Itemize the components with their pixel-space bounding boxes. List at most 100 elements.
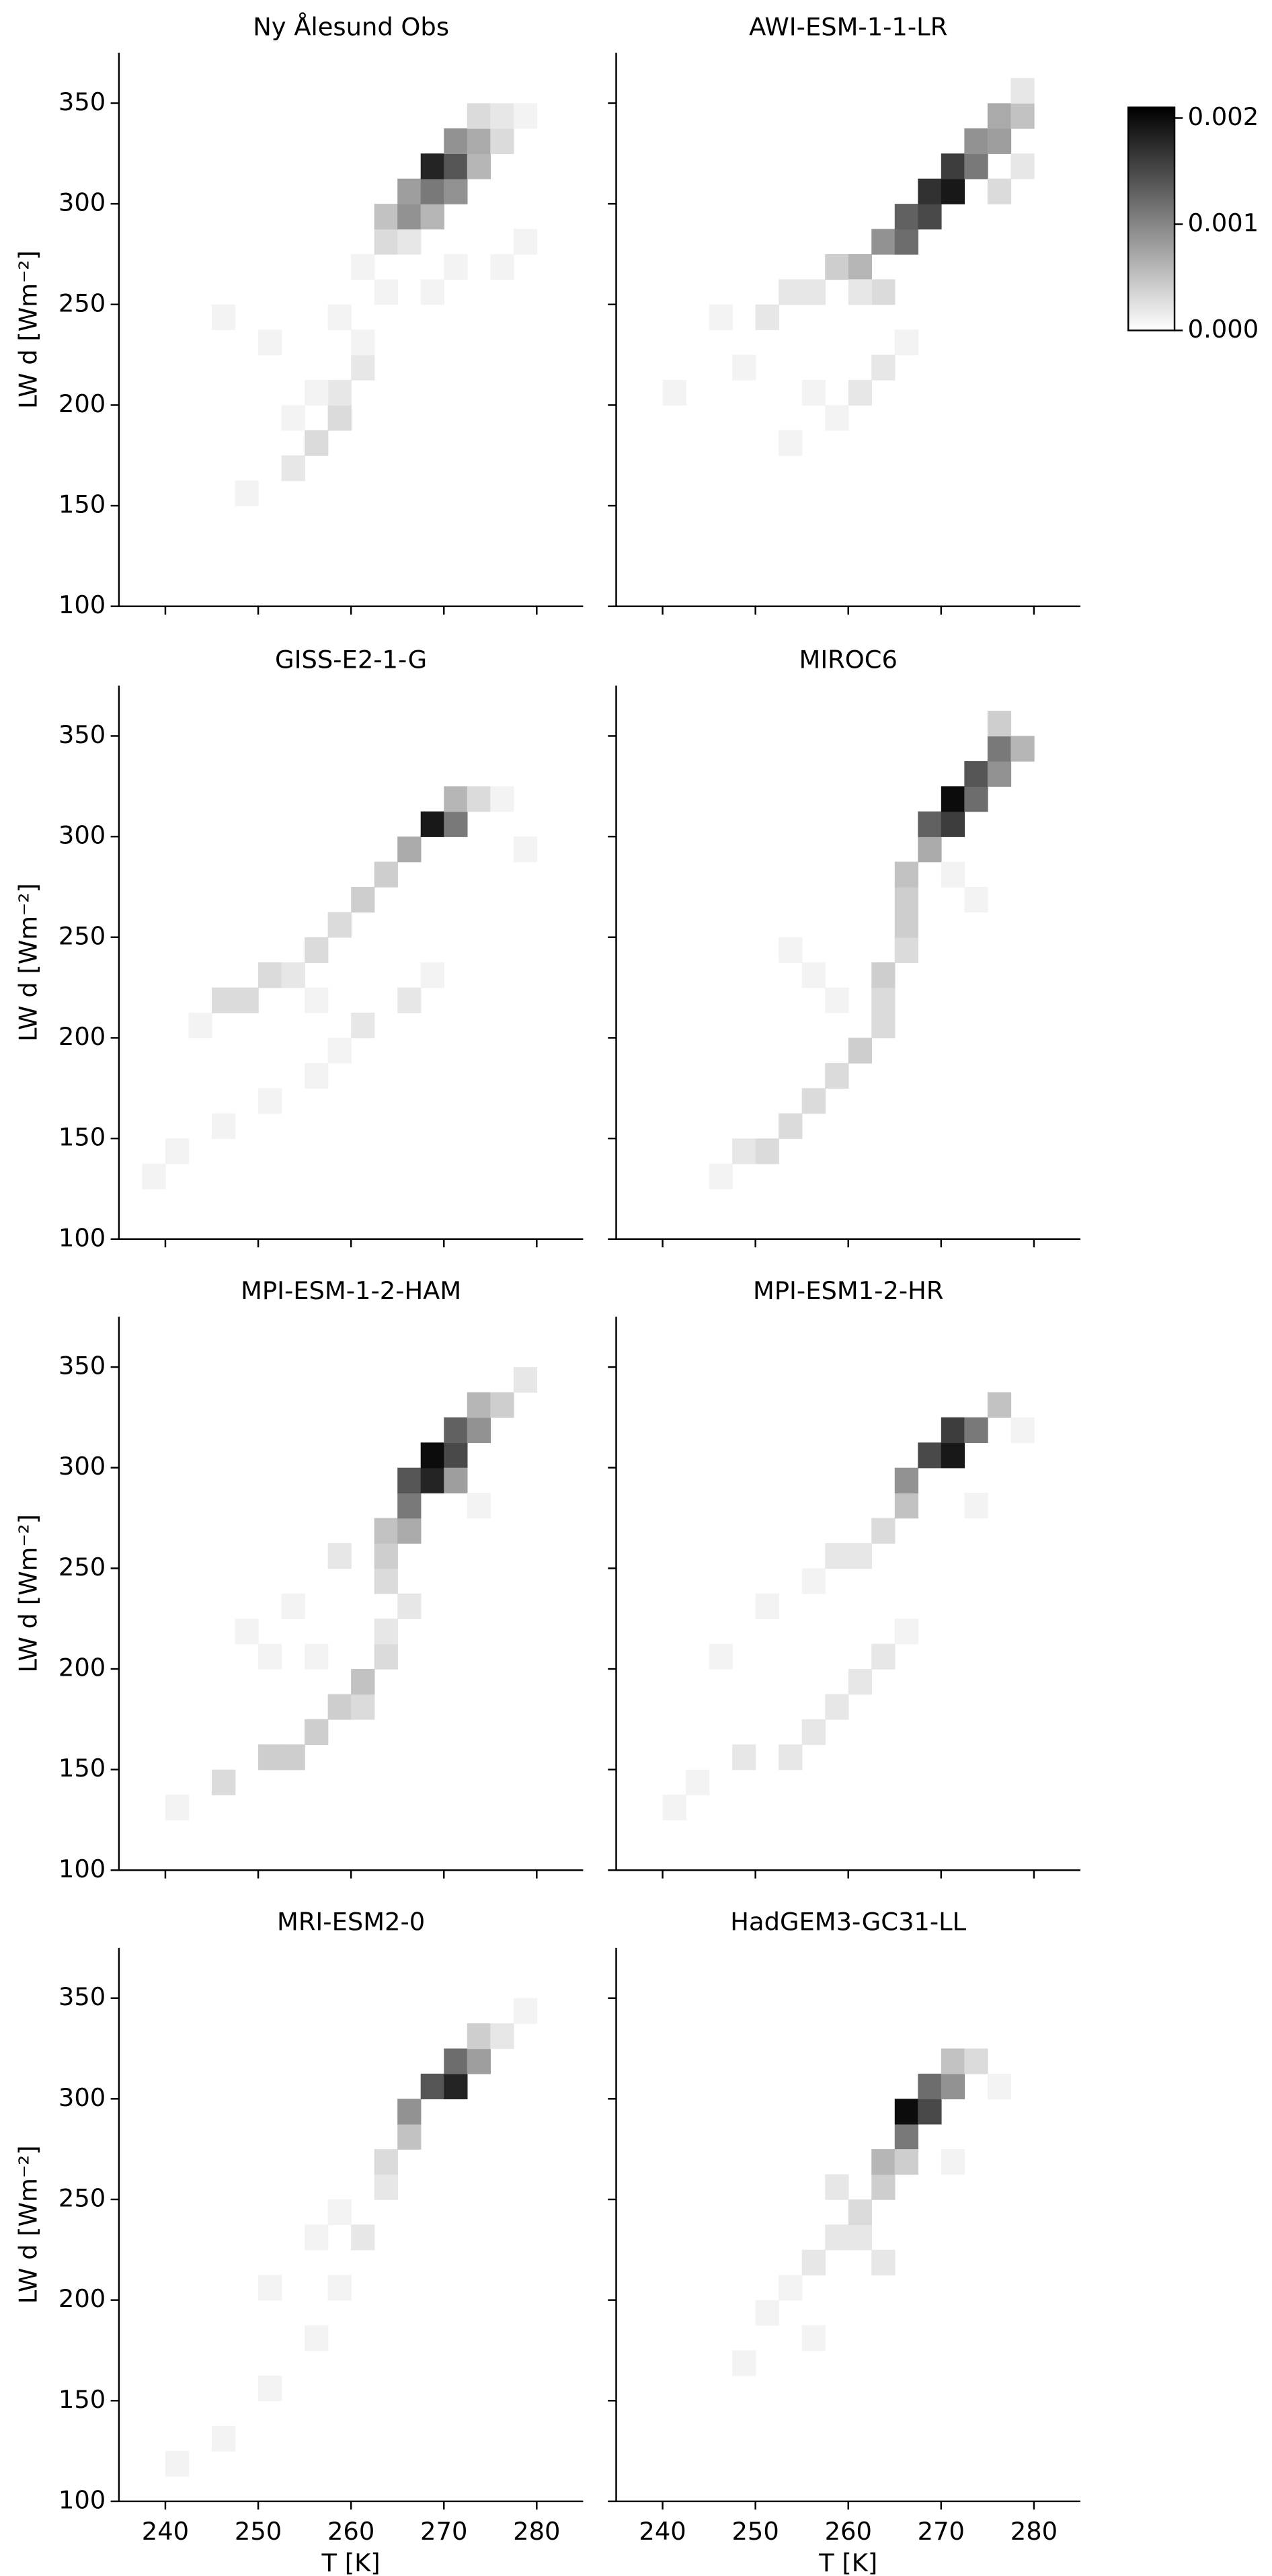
hist-cell <box>755 1138 779 1165</box>
hist-cell <box>420 1467 444 1493</box>
hist-cell <box>894 204 919 230</box>
hist-cell <box>305 380 329 406</box>
hist-cell <box>871 2174 896 2200</box>
hist-cell <box>420 204 444 230</box>
hist-cell <box>941 2073 965 2100</box>
x-tick-label: 240 <box>142 2517 189 2546</box>
hist-cell <box>444 1417 468 1444</box>
hist-cell <box>397 2099 422 2125</box>
hist-cell <box>444 2048 468 2074</box>
hist-cell <box>894 1618 919 1645</box>
hist-cell <box>444 811 468 837</box>
panel: MPI-ESM1-2-HR <box>608 1276 1080 1879</box>
hist-cell <box>305 2325 329 2351</box>
hist-cell <box>305 1062 329 1089</box>
hist-cell <box>351 886 375 913</box>
hist-cell <box>258 2375 282 2402</box>
hist-cell <box>801 2325 826 2351</box>
hist-cell <box>420 2073 444 2100</box>
hist-cell <box>444 786 468 812</box>
hist-cell <box>964 128 988 155</box>
y-axis-label: LW d [Wm⁻²] <box>14 250 43 409</box>
hist-cell <box>941 178 965 204</box>
hist-cell <box>235 480 259 506</box>
hist-cell <box>467 2023 491 2050</box>
hist-cell <box>374 279 398 305</box>
hist-cell <box>825 2174 849 2200</box>
hist-cell <box>374 1518 398 1544</box>
x-tick-label: 260 <box>327 2517 374 2546</box>
hist-cell <box>165 1138 190 1165</box>
hist-cell <box>987 736 1012 762</box>
hist-cell <box>281 1593 305 1619</box>
hist-cell <box>420 1442 444 1469</box>
y-tick-label: 300 <box>58 2083 106 2112</box>
hist-cell <box>327 912 352 938</box>
hist-cell <box>709 304 733 330</box>
hist-cell <box>918 811 942 837</box>
hist-cell <box>941 861 965 888</box>
hist-cell <box>397 1518 422 1544</box>
hist-cell <box>894 912 919 938</box>
hist-cell <box>848 1038 873 1064</box>
y-axis-label: LW d [Wm⁻²] <box>14 883 43 1042</box>
panel: MIROC6 <box>608 645 1080 1248</box>
hist-cell <box>779 937 803 963</box>
hist-cell <box>894 329 919 356</box>
hist-cell <box>801 1568 826 1594</box>
hist-cell <box>258 1088 282 1114</box>
hist-cell <box>848 2199 873 2226</box>
hist-cell <box>397 836 422 863</box>
hist-cell <box>894 886 919 913</box>
y-tick-label: 150 <box>58 2385 106 2414</box>
chart-title: MPI-ESM-1-2-HAM <box>241 1276 461 1305</box>
hist-cell <box>871 354 896 381</box>
hist-cell <box>918 2099 942 2125</box>
hist-cell <box>1010 153 1035 180</box>
hist-cell <box>420 279 444 305</box>
hist-cell <box>397 1467 422 1493</box>
hist-cell <box>235 1618 259 1645</box>
hist-cell <box>444 128 468 155</box>
y-tick-label: 250 <box>58 288 106 317</box>
y-tick-label: 150 <box>58 1123 106 1152</box>
hist-cell <box>351 329 375 356</box>
hist-cell <box>848 1543 873 1569</box>
hist-cell <box>467 1493 491 1519</box>
hist-cell <box>420 153 444 180</box>
chart-title: HadGEM3-GC31-LL <box>730 1907 966 1936</box>
panel: 240 250 260 270 280 100 150 200 250 300 350 MRI-ESM… <box>14 1907 584 2576</box>
hist-cell <box>327 1694 352 1720</box>
hist-cell <box>964 1493 988 1519</box>
hist-cell <box>467 1392 491 1418</box>
hist-cell <box>351 2224 375 2251</box>
y-tick-label: 200 <box>58 1653 106 1682</box>
y-tick-label: 250 <box>58 2183 106 2212</box>
hist-cell <box>305 987 329 1013</box>
y-axis-label: LW d [Wm⁻²] <box>14 1514 43 1673</box>
hist-cell <box>397 229 422 255</box>
hist-cell <box>212 987 236 1013</box>
hist-cell <box>281 455 305 481</box>
hist-cell <box>1010 1417 1035 1444</box>
hist-cell <box>374 2149 398 2175</box>
hist-cell <box>871 1013 896 1039</box>
hist-cell <box>258 962 282 988</box>
hist-cell <box>941 1417 965 1444</box>
hist-cell <box>941 786 965 812</box>
hist-cell <box>467 786 491 812</box>
y-tick-label: 300 <box>58 1452 106 1481</box>
hist-cell <box>941 811 965 837</box>
y-tick-label: 250 <box>58 1553 106 1582</box>
hist-cell <box>490 253 514 280</box>
hist-cell <box>894 2149 919 2175</box>
hist-cell <box>918 204 942 230</box>
hist-cell <box>374 1568 398 1594</box>
hist-cell <box>513 229 538 255</box>
hist-cell <box>490 2023 514 2050</box>
hist-cell <box>871 2149 896 2175</box>
hist-cell <box>397 987 422 1013</box>
hist-cell <box>327 2275 352 2301</box>
hist-cell <box>351 1669 375 1695</box>
